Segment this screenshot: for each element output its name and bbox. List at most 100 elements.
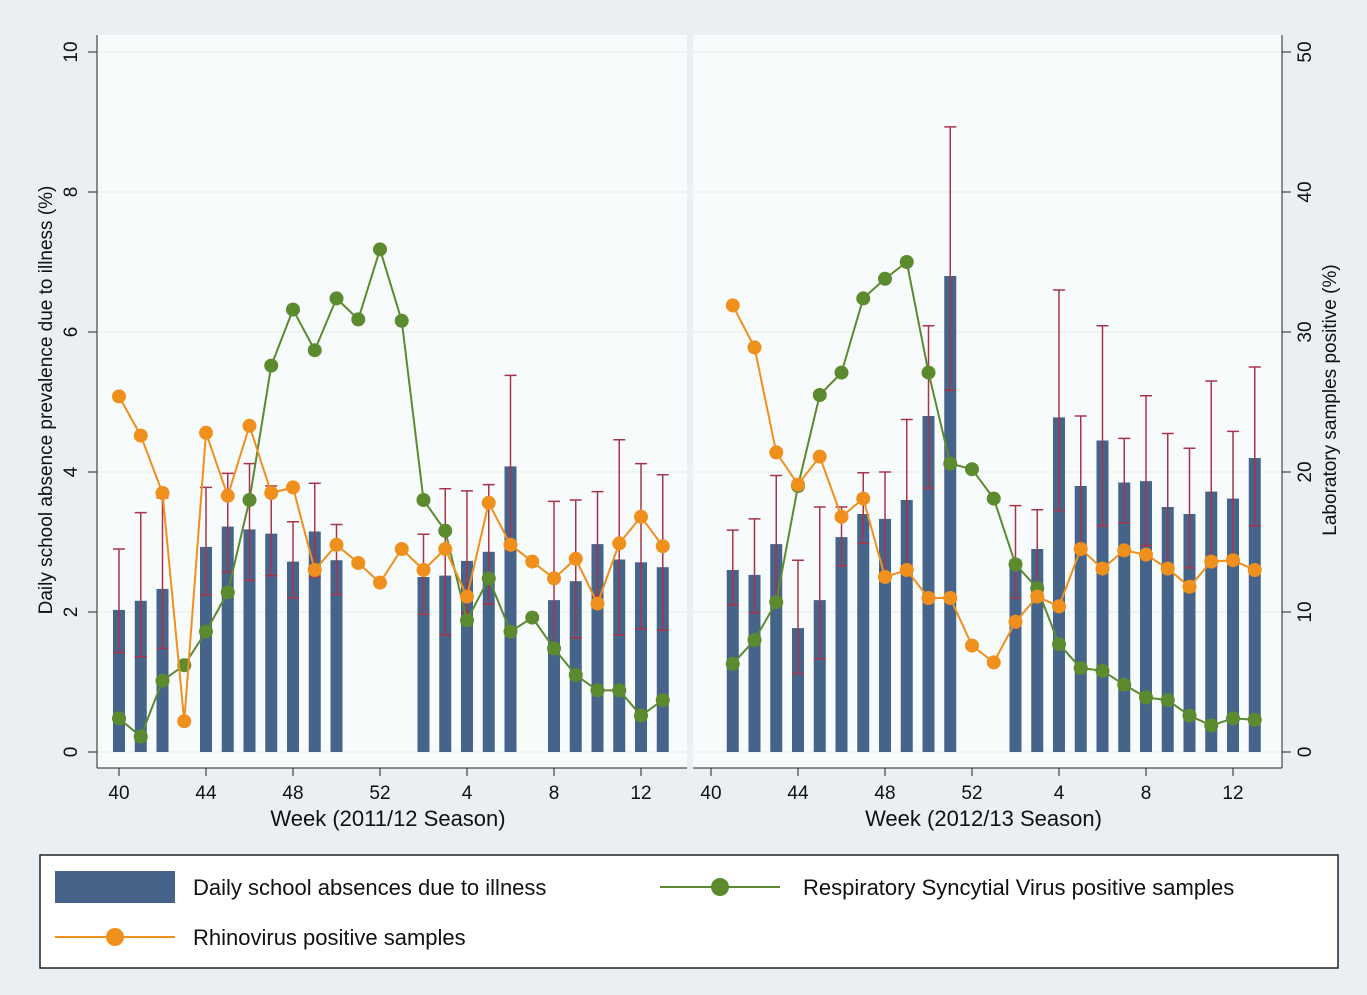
legend-swatch [55,871,175,903]
marker [612,536,627,551]
marker [547,641,561,656]
marker [725,656,740,671]
bar [1183,514,1196,752]
error-bar [944,126,957,391]
y2-tick-label: 40 [1295,181,1316,202]
bar [308,531,321,752]
marker [547,571,561,586]
marker [834,365,849,380]
marker [1008,557,1023,572]
y-tick-label: 2 [61,607,82,618]
bar [1248,458,1261,752]
marker [834,509,849,524]
marker [965,638,979,653]
bar [482,551,495,752]
marker [634,509,648,524]
marker [812,388,827,402]
x-tick-label: 52 [961,783,982,804]
error-bar [439,488,452,636]
error-bar [726,529,739,606]
marker [878,570,892,584]
marker [286,480,300,495]
x-tick-label: 44 [787,783,809,804]
marker [503,537,518,552]
marker [438,542,453,556]
marker [394,542,409,556]
marker [634,708,648,723]
marker [351,556,366,570]
marker [1117,543,1132,558]
marker [568,551,583,566]
x-tick-label: 52 [369,783,390,804]
bar [569,581,582,752]
error-bar [330,523,343,596]
marker [769,445,784,460]
marker [460,589,474,604]
marker [438,523,453,538]
marker [264,358,279,373]
marker [986,491,1001,506]
error-bar [1096,324,1109,527]
bar [792,628,804,752]
marker [1117,677,1132,692]
error-bar [1140,394,1152,547]
marker [242,493,257,507]
x-tick-label: 12 [630,783,651,804]
y2-tick-label: 20 [1295,461,1316,482]
error-bar [287,520,299,599]
marker [264,486,279,500]
bar [243,529,256,752]
marker [155,486,170,500]
x-tick-label: 4 [462,783,473,804]
marker [177,714,192,729]
marker [1204,718,1219,733]
marker [1160,561,1175,576]
y2-tick-label: 30 [1295,321,1316,342]
bar [548,600,560,752]
bar [156,588,169,752]
marker [791,477,805,492]
error-bar [569,499,582,639]
marker [460,613,474,628]
marker [112,389,126,404]
marker [199,624,213,639]
marker [329,291,344,306]
y-tick-label: 0 [61,747,82,758]
marker [525,554,540,569]
marker [812,449,827,464]
y-axis-label: Daily school absence prevalence due to i… [36,186,57,615]
bar [635,562,647,752]
marker [1226,553,1240,568]
marker [1052,637,1066,652]
marker [1182,579,1197,594]
error-bar [1053,289,1065,512]
x-tick-label: 44 [195,783,217,804]
bar [134,600,147,752]
marker [220,585,235,600]
bar [200,546,212,752]
x-axis-label: Week (2011/12 Season) [270,806,505,831]
x-tick-label: 48 [874,783,895,804]
bar [922,416,935,752]
marker [856,491,871,506]
marker [394,313,409,328]
marker [286,302,300,317]
marker [1182,708,1197,723]
marker [242,418,257,433]
marker [590,683,605,698]
error-bar [813,506,826,660]
marker [986,655,1001,670]
marker [1139,547,1153,562]
marker [112,711,126,726]
legend-label: Daily school absences due to illness [193,875,546,900]
error-bar [635,462,647,630]
marker [1052,599,1066,614]
marker [921,365,936,380]
legend-label: Rhinovirus positive samples [193,925,466,950]
bar [748,574,761,752]
marker [1030,589,1045,604]
marker [416,493,431,507]
marker [1095,663,1110,678]
marker [373,575,387,590]
bar [900,500,913,752]
